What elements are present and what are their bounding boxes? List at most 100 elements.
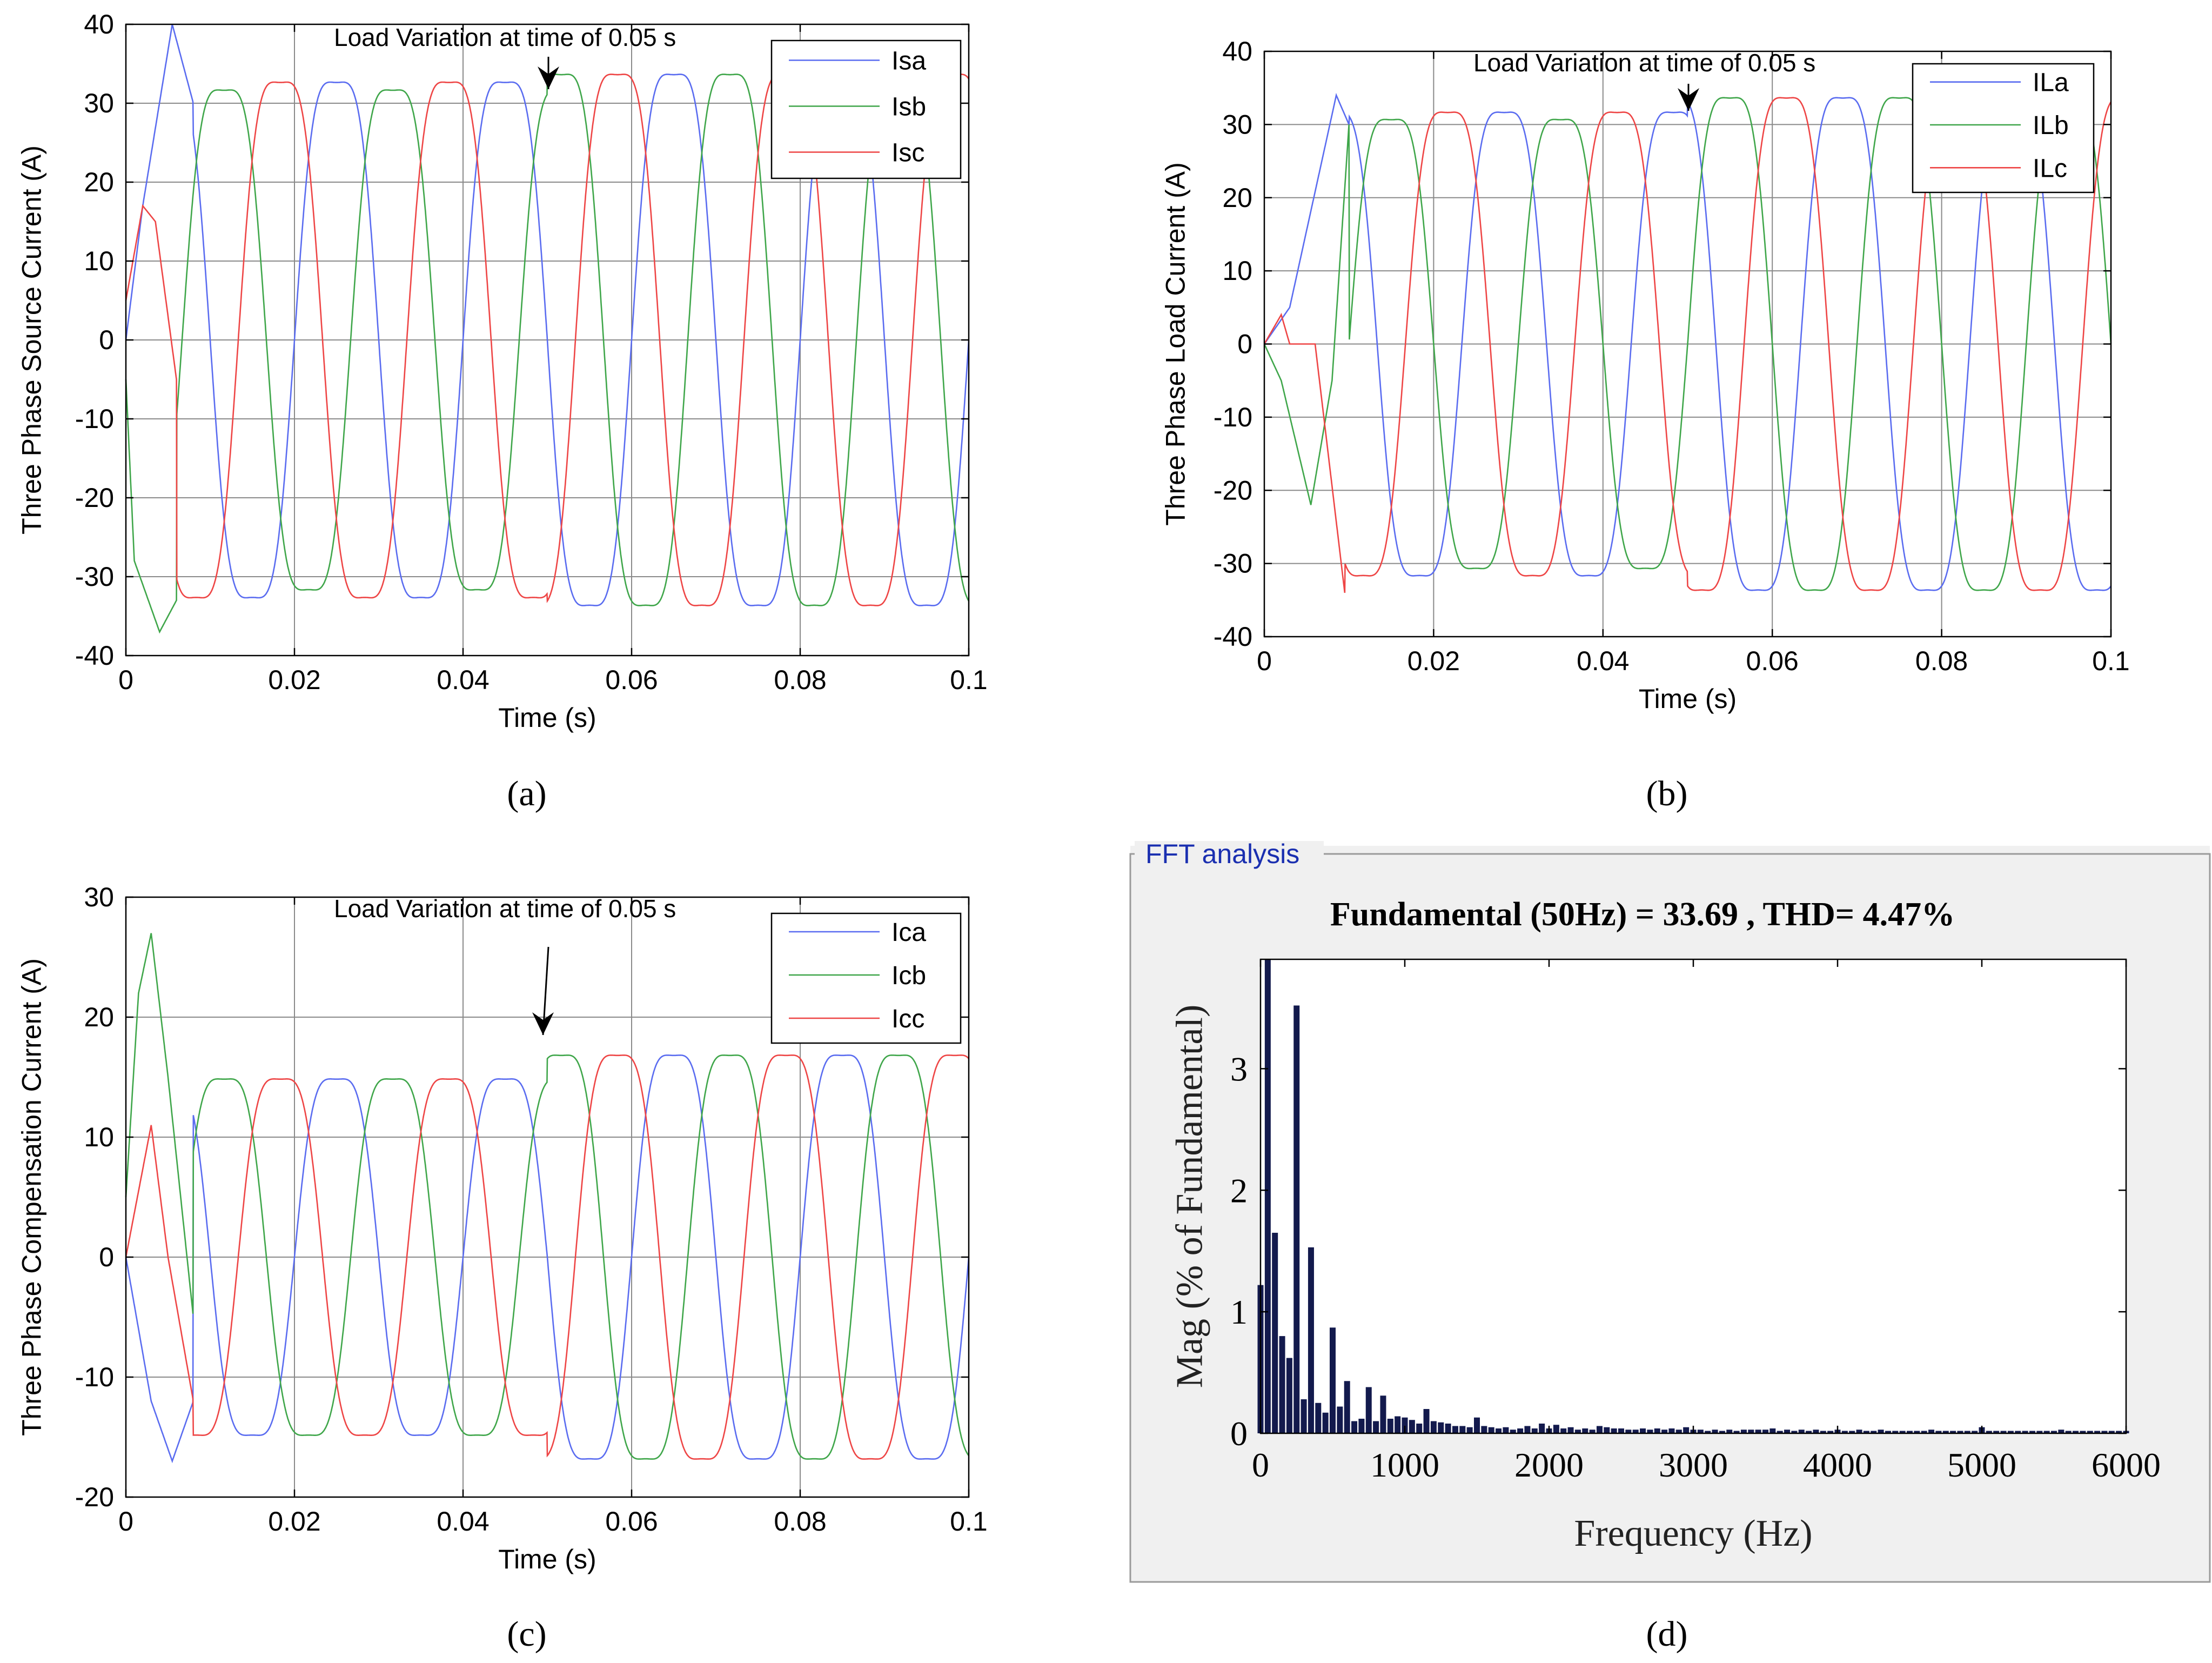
fft-y-tick-label: 2 — [1230, 1171, 1248, 1210]
fft-bar — [1330, 1327, 1336, 1433]
x-axis-label: Time (s) — [1639, 684, 1737, 714]
fft-bar — [2029, 1431, 2035, 1433]
y-tick-label: -40 — [1214, 622, 1252, 652]
fft-bar — [1899, 1431, 1906, 1433]
fft-bar — [1517, 1428, 1524, 1433]
fft-bar — [1892, 1431, 1899, 1433]
x-tick-label: 0 — [118, 665, 133, 695]
fft-bar — [1409, 1420, 1415, 1433]
fft-bar — [1755, 1430, 1761, 1433]
fft-bar — [1459, 1426, 1466, 1433]
y-axis-label: Three Phase Source Current (A) — [17, 145, 47, 535]
fft-bar — [1863, 1431, 1869, 1433]
fft-bar — [1618, 1428, 1624, 1433]
fft-bar — [1705, 1431, 1711, 1433]
y-tick-label: 0 — [1237, 329, 1252, 359]
fft-bar — [1740, 1430, 1747, 1433]
fft-bar — [1697, 1430, 1704, 1433]
fft-bar — [1582, 1428, 1588, 1433]
legend-label-ILa: ILa — [2033, 69, 2069, 97]
fft-bar — [1841, 1431, 1848, 1433]
fft-bar — [1871, 1431, 1877, 1433]
fft-bar — [1625, 1430, 1632, 1433]
grid — [126, 24, 969, 656]
x-tick-label: 0.06 — [605, 1506, 658, 1537]
fft-bar — [1539, 1424, 1545, 1433]
fft-bar — [1798, 1430, 1805, 1433]
chart-c-compensation-current: 0 0.02 0.04 0.06 0.08 0.1 30 20 10 0 -10 -20 Time (s… — [17, 882, 988, 1574]
fft-bar — [1928, 1430, 1935, 1433]
fft-bar — [1791, 1431, 1798, 1433]
fft-bar — [2058, 1430, 2064, 1433]
fft-bar — [1762, 1430, 1768, 1433]
y-tick-label: 20 — [84, 1002, 114, 1032]
x-tick-label: 0.02 — [1407, 646, 1460, 676]
annotation-text: Load Variation at time of 0.05 s — [1473, 49, 1815, 77]
series-line-Isc — [125, 74, 970, 606]
fft-bar — [1380, 1395, 1386, 1433]
y-tick-label: 0 — [99, 325, 114, 355]
fft-bar — [1488, 1427, 1494, 1433]
fft-bar — [2022, 1431, 2028, 1433]
fft-bar — [1726, 1430, 1733, 1433]
y-tick-label: -20 — [75, 483, 114, 513]
fft-bar — [1474, 1417, 1480, 1433]
series-line-Icb — [125, 933, 969, 1460]
y-tick-label: -10 — [75, 404, 114, 434]
fft-bar — [1964, 1431, 1970, 1433]
fft-bar — [1777, 1431, 1783, 1433]
fft-bar — [2051, 1431, 2057, 1433]
fft-bar — [1445, 1424, 1451, 1433]
x-tick-label: 0.04 — [1577, 646, 1629, 676]
fft-bar — [2036, 1431, 2043, 1433]
y-tick-label: 20 — [1222, 183, 1252, 213]
legend: Isa Isb Isc — [770, 39, 962, 179]
fft-bar — [1827, 1431, 1834, 1433]
y-tick-label: -30 — [75, 562, 114, 592]
y-tick-label: -40 — [75, 640, 114, 671]
fft-bar — [1748, 1430, 1754, 1433]
fft-bar — [1683, 1427, 1690, 1433]
chart-d-fft-analysis: FFT analysis Fundamental (50Hz) = 33.69 ,… — [1129, 839, 2211, 1583]
fft-bar — [1423, 1409, 1430, 1433]
fft-bar — [1589, 1430, 1596, 1433]
fft-bar — [1712, 1430, 1718, 1433]
annotation-arrow-head — [1678, 88, 1699, 111]
fft-y-axis-label: Mag (% of Fundamental) — [1169, 1005, 1211, 1388]
y-tick-label: 40 — [84, 9, 114, 39]
fft-bar — [1907, 1431, 1913, 1433]
annotation-text: Load Variation at time of 0.05 s — [334, 894, 676, 923]
fft-y-tick-label: 0 — [1230, 1414, 1248, 1453]
legend-box — [770, 912, 962, 1044]
fft-bar — [2073, 1431, 2079, 1433]
fft-bar — [1322, 1412, 1329, 1433]
chart-a-source-current: 0 0.02 0.04 0.06 0.08 0.1 40 30 20 10 0 -10 -20 -30 -4… — [17, 9, 988, 733]
legend-box — [1912, 63, 2095, 193]
fft-bar — [1452, 1426, 1458, 1433]
plot-frame — [125, 896, 970, 1498]
fft-bar — [1885, 1431, 1891, 1433]
fft-y-tick-label: 3 — [1230, 1050, 1248, 1088]
fft-x-tick-label: 2000 — [1514, 1446, 1584, 1484]
fft-bar — [1438, 1422, 1444, 1433]
y-tick-label: -20 — [75, 1482, 114, 1512]
fft-bar — [1344, 1381, 1350, 1433]
fft-bar — [1567, 1427, 1574, 1433]
x-tick-label: 0.08 — [774, 1506, 826, 1537]
x-tick-label: 0.08 — [774, 665, 826, 695]
caption-c: (c) — [507, 1614, 546, 1654]
chart-b-load-current: 0 0.02 0.04 0.06 0.08 0.1 40 30 20 10 0 -10 -20 -30 -4… — [1161, 36, 2130, 714]
fft-bar — [2094, 1431, 2101, 1433]
fft-bar — [2043, 1431, 2050, 1433]
legend-box — [770, 39, 962, 179]
y-tick-label: 10 — [84, 1122, 114, 1152]
legend: ILa ILb ILc — [1912, 63, 2095, 193]
fft-x-axis-label: Frequency (Hz) — [1574, 1513, 1812, 1554]
y-tick-label: 0 — [99, 1242, 114, 1272]
fft-bar — [1510, 1430, 1516, 1433]
fft-bar — [1574, 1430, 1581, 1433]
x-tick-label: 0.04 — [437, 665, 489, 695]
fft-group-border — [1129, 853, 2211, 1583]
fft-bar — [2015, 1431, 2021, 1433]
fft-bar — [1813, 1430, 1819, 1433]
